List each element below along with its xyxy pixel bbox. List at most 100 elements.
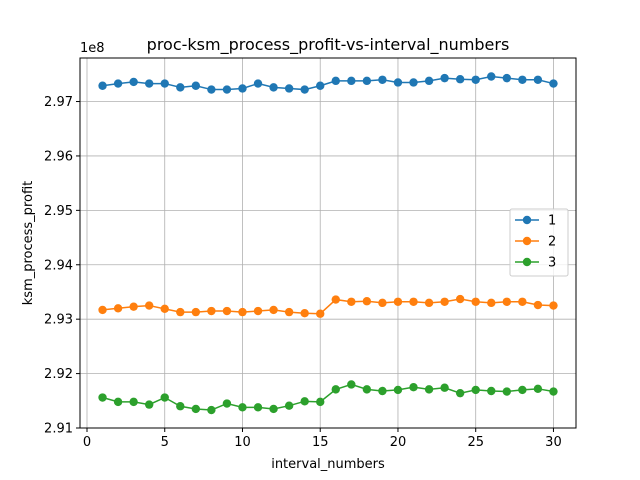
data-point — [191, 307, 201, 317]
data-point — [144, 301, 154, 310]
legend-label: 1 — [548, 214, 556, 229]
data-point — [129, 397, 138, 407]
data-point — [176, 402, 185, 411]
data-point — [347, 297, 356, 306]
data-point — [533, 384, 543, 394]
data-point — [269, 305, 278, 315]
data-point — [549, 79, 558, 88]
legend-marker — [522, 257, 532, 267]
data-point — [424, 385, 434, 394]
y-tick-label: 2.92 — [44, 367, 73, 382]
data-point — [518, 297, 527, 306]
data-point — [487, 298, 496, 308]
data-point — [393, 297, 403, 306]
series-1 — [98, 72, 558, 94]
y-tick-label: 2.91 — [44, 422, 73, 437]
data-point — [284, 84, 294, 93]
data-point — [144, 79, 154, 88]
ticks: 0 5 10 15 20 25 30 2.91 2.92 2.93 2.94 2.95 2.96 2.97 — [44, 95, 562, 450]
data-point — [393, 78, 403, 87]
data-point — [487, 72, 496, 81]
data-point — [129, 77, 138, 87]
data-point — [269, 404, 278, 414]
legend-box — [509, 208, 569, 277]
legend-item-2: 2 — [515, 235, 556, 250]
data-point — [300, 308, 309, 318]
data-point — [549, 387, 558, 396]
x-tick-label: 30 — [545, 435, 562, 450]
data-point — [409, 78, 418, 87]
data-point — [253, 306, 263, 316]
data-point — [409, 297, 418, 306]
y-offset-label: 1e8 — [80, 41, 105, 56]
data-point — [160, 393, 169, 402]
data-point — [455, 294, 465, 304]
data-point — [393, 385, 403, 395]
data-point — [222, 85, 232, 94]
data-point — [362, 76, 372, 86]
legend-marker — [522, 236, 532, 246]
data-point — [207, 306, 216, 316]
data-point — [424, 298, 434, 308]
data-point — [440, 383, 449, 392]
y-tick-label: 2.95 — [44, 204, 73, 219]
data-point — [191, 81, 201, 90]
x-tick-label: 25 — [467, 435, 484, 450]
data-point — [533, 300, 543, 310]
legend: 1 2 3 — [509, 208, 569, 277]
plot-frame — [79, 57, 577, 429]
data-point — [502, 297, 512, 306]
y-tick-label: 2.93 — [44, 313, 73, 328]
data-point — [316, 309, 325, 318]
data-point — [533, 75, 543, 84]
data-point — [98, 393, 107, 402]
data-point — [207, 85, 216, 94]
data-point — [238, 84, 247, 93]
data-point — [207, 405, 216, 415]
legend-item-3: 3 — [515, 256, 556, 271]
x-tick-label: 10 — [234, 435, 251, 450]
data-point — [176, 307, 185, 317]
data-point — [144, 400, 154, 409]
legend-label: 3 — [548, 256, 556, 271]
x-tick-label: 15 — [312, 435, 329, 450]
data-point — [440, 297, 449, 306]
data-point — [300, 85, 309, 94]
data-point — [284, 307, 294, 317]
series-layer — [98, 72, 558, 415]
data-point — [347, 380, 356, 389]
series-3 — [98, 380, 558, 415]
data-point — [331, 76, 340, 86]
legend-label: 2 — [548, 235, 556, 250]
data-point — [378, 75, 387, 84]
data-point — [502, 73, 512, 83]
data-point — [98, 81, 107, 90]
data-point — [113, 79, 123, 88]
data-point — [471, 385, 480, 395]
data-point — [113, 304, 123, 313]
data-point — [269, 83, 278, 92]
series-2 — [98, 294, 558, 318]
chart-title: proc-ksm_process_profit-vs-interval_numb… — [147, 35, 510, 55]
legend-marker — [522, 215, 532, 225]
data-point — [362, 297, 372, 306]
y-tick-label: 2.94 — [44, 258, 73, 273]
data-point — [331, 385, 340, 394]
data-point — [331, 295, 340, 304]
x-axis-label: interval_numbers — [271, 457, 385, 472]
data-point — [284, 401, 294, 410]
data-point — [253, 403, 263, 412]
data-point — [455, 75, 465, 84]
data-point — [300, 397, 309, 406]
data-point — [316, 397, 325, 407]
data-point — [222, 399, 232, 408]
legend-item-1: 1 — [515, 214, 556, 229]
data-point — [129, 302, 138, 311]
data-point — [253, 79, 263, 88]
data-point — [113, 397, 123, 407]
data-point — [160, 304, 169, 314]
data-point — [487, 386, 496, 396]
data-point — [160, 79, 169, 88]
x-tick-label: 0 — [83, 435, 91, 450]
